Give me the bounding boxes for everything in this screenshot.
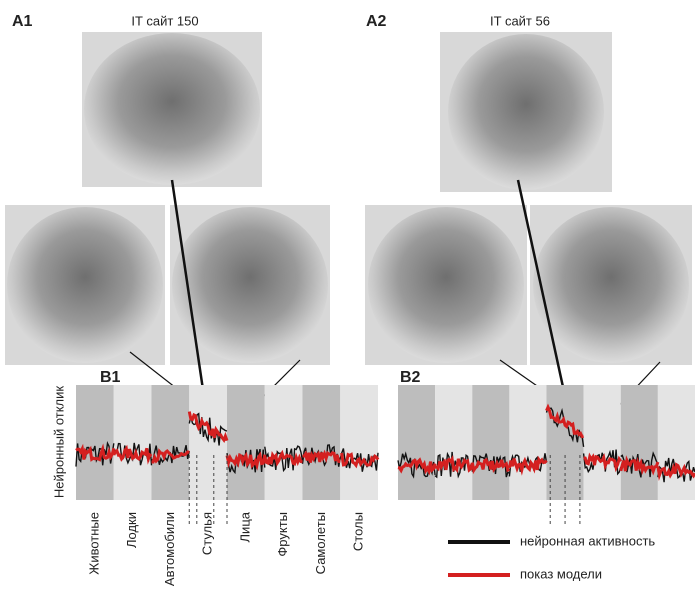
model-trace bbox=[656, 462, 695, 482]
category-label: Животные bbox=[86, 512, 101, 575]
model-trace bbox=[619, 455, 660, 476]
category-band bbox=[340, 385, 378, 500]
legend-label: показ модели bbox=[520, 566, 602, 581]
category-band bbox=[189, 385, 227, 500]
panel-label: B2 bbox=[400, 369, 421, 386]
model-trace bbox=[397, 457, 437, 476]
model-trace bbox=[151, 448, 190, 464]
model-trace bbox=[507, 455, 548, 476]
legend: нейронная активность показ модели bbox=[448, 533, 655, 581]
traces: Животные Лодки Автомобили Стулья Лица Фрукты С… bbox=[75, 385, 695, 586]
category-band bbox=[302, 385, 341, 500]
category-band bbox=[546, 385, 584, 500]
category-band bbox=[472, 385, 510, 500]
y-axis-label: Нейронный отклик bbox=[51, 386, 66, 498]
model-trace bbox=[225, 451, 267, 471]
category-band bbox=[509, 385, 547, 500]
category-label: Лодки bbox=[124, 512, 139, 548]
category-label: Столы bbox=[351, 512, 366, 551]
category-label: Лица bbox=[237, 511, 252, 542]
model-trace bbox=[112, 444, 153, 465]
category-band bbox=[583, 385, 621, 500]
panel-title: IT сайт 150 bbox=[131, 13, 198, 28]
category-band bbox=[76, 385, 114, 500]
stimulus-images bbox=[5, 32, 692, 365]
model-trace bbox=[263, 449, 303, 467]
model-trace bbox=[583, 452, 623, 473]
category-band bbox=[227, 385, 265, 500]
category-band bbox=[398, 385, 436, 500]
model-trace bbox=[470, 457, 511, 475]
category-band bbox=[657, 385, 695, 500]
category-band bbox=[264, 385, 303, 500]
category-label: Стулья bbox=[200, 512, 215, 555]
panel-label: A2 bbox=[366, 13, 387, 30]
neural-trace bbox=[434, 451, 473, 479]
category-band bbox=[151, 385, 190, 500]
neural-trace bbox=[188, 412, 228, 446]
model-trace bbox=[187, 411, 229, 444]
category-band bbox=[113, 385, 152, 500]
legend-label: нейронная активность bbox=[520, 533, 655, 548]
neural-trace bbox=[301, 444, 341, 467]
category-band bbox=[620, 385, 658, 500]
model-trace bbox=[302, 449, 341, 464]
model-trace bbox=[75, 443, 116, 462]
model-trace bbox=[434, 455, 474, 474]
neural-trace bbox=[264, 445, 304, 473]
neural-trace bbox=[508, 453, 548, 477]
model-trace bbox=[545, 403, 584, 439]
category-label: Фрукты bbox=[275, 512, 290, 557]
panel-label: B1 bbox=[100, 369, 121, 386]
model-trace bbox=[340, 452, 380, 469]
category-label: Автомобили bbox=[162, 512, 177, 586]
category-band bbox=[435, 385, 473, 500]
panel-label: A1 bbox=[12, 13, 33, 30]
category-label: Самолеты bbox=[313, 512, 328, 574]
panel-title: IT сайт 56 bbox=[490, 13, 550, 28]
